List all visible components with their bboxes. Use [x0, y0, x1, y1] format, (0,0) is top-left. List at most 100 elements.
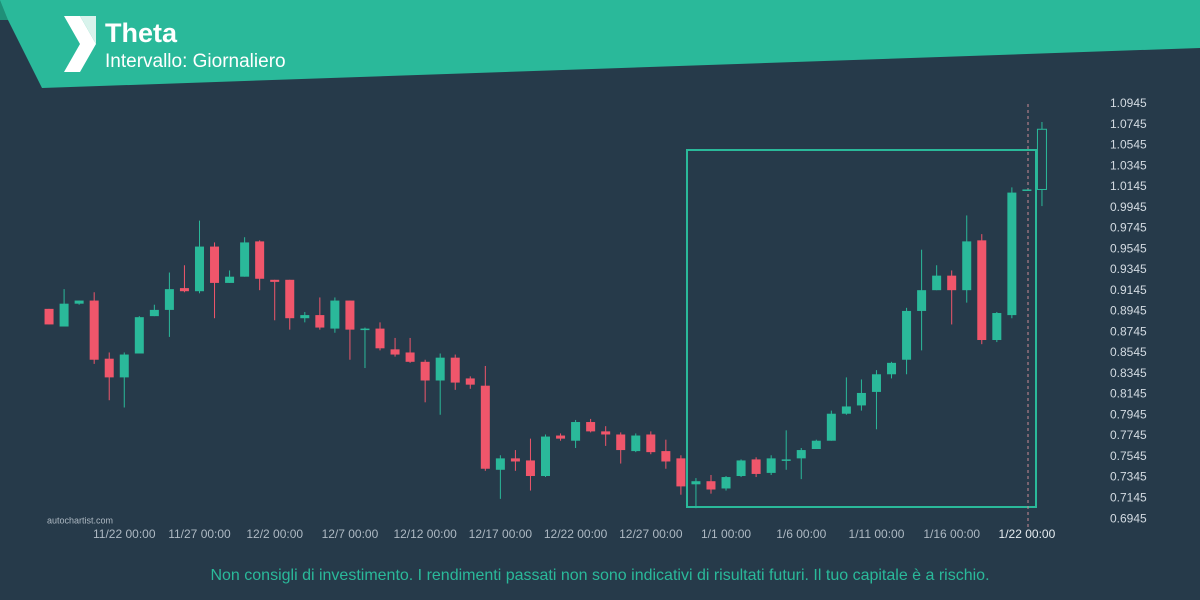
watermark: autochartist.com — [47, 515, 113, 525]
y-tick-label: 0.8345 — [1110, 366, 1147, 380]
candle-body — [330, 300, 340, 329]
candle-body — [571, 422, 581, 441]
candle-body — [74, 300, 84, 304]
x-tick-label: 1/1 00:00 — [701, 527, 751, 541]
y-tick-label: 1.0545 — [1110, 138, 1147, 152]
x-tick-label: 11/22 00:00 — [93, 527, 156, 541]
candle-body — [736, 460, 746, 477]
y-tick-label: 0.9345 — [1110, 262, 1147, 276]
candle-body — [375, 328, 385, 349]
candle-body — [510, 458, 520, 462]
candle-body — [947, 275, 957, 291]
candle-body — [104, 358, 114, 378]
y-tick-label: 0.9745 — [1110, 221, 1147, 235]
candle-body — [300, 315, 310, 319]
candle-body — [345, 300, 355, 330]
candle-body — [1007, 192, 1017, 316]
candle-body — [826, 413, 836, 441]
candle-body — [164, 289, 174, 310]
candle-body — [902, 310, 912, 360]
y-tick-label: 0.9145 — [1110, 283, 1147, 297]
y-tick-label: 1.0345 — [1110, 158, 1147, 172]
candle-body — [149, 309, 159, 317]
x-tick-label: 1/16 00:00 — [923, 527, 980, 541]
x-tick-label: 12/2 00:00 — [246, 527, 303, 541]
title: Theta — [105, 18, 178, 48]
candle-body — [44, 308, 54, 325]
y-tick-label: 0.8145 — [1110, 387, 1147, 401]
x-tick-label: 12/22 00:00 — [544, 527, 608, 541]
x-tick-label: 1/22 00:00 — [999, 527, 1056, 541]
candle-body — [841, 406, 851, 414]
candle-body — [796, 450, 806, 459]
y-tick-label: 0.7345 — [1110, 470, 1147, 484]
candle-body — [887, 362, 897, 375]
x-tick-label: 1/11 00:00 — [849, 527, 905, 541]
pattern-box — [686, 149, 1037, 508]
y-tick-label: 0.8945 — [1110, 304, 1147, 318]
candle-body — [601, 431, 611, 435]
candle-body — [270, 279, 280, 282]
x-tick-label: 12/12 00:00 — [393, 527, 457, 541]
x-tick-label: 12/27 00:00 — [619, 527, 683, 541]
candle-body — [871, 374, 881, 392]
y-tick-label: 1.0145 — [1110, 179, 1147, 193]
candle-body — [495, 458, 505, 470]
candle-body — [556, 435, 566, 439]
candle-body — [631, 435, 641, 452]
candle-body — [390, 349, 400, 355]
y-tick-label: 0.9945 — [1110, 200, 1147, 214]
candle-body — [646, 434, 656, 453]
candle-body — [992, 313, 1002, 341]
candle-body — [811, 440, 821, 450]
candle-body — [194, 246, 204, 292]
y-tick-label: 0.9545 — [1110, 241, 1147, 255]
candle-body — [616, 434, 626, 451]
header-banner — [0, 0, 1200, 88]
y-tick-label: 1.0945 — [1110, 96, 1147, 110]
candle-body — [586, 422, 596, 432]
candle-body — [781, 459, 791, 461]
x-tick-label: 12/17 00:00 — [469, 527, 533, 541]
candle-body — [977, 240, 987, 341]
y-tick-label: 0.6945 — [1110, 511, 1147, 525]
candle-body — [134, 317, 144, 354]
y-tick-label: 0.7145 — [1110, 491, 1147, 505]
candle-body — [405, 352, 415, 362]
candle-body — [721, 477, 731, 489]
y-tick-label: 0.7945 — [1110, 407, 1147, 421]
candle-body — [766, 458, 776, 473]
candle-body — [480, 385, 490, 469]
candle-body — [1022, 189, 1032, 191]
y-tick-label: 0.8745 — [1110, 324, 1147, 338]
y-tick-label: 1.0745 — [1110, 117, 1147, 131]
subtitle: Intervallo: Giornaliero — [105, 51, 286, 72]
candle-body — [435, 357, 445, 381]
candle-body — [450, 357, 460, 383]
x-tick-label: 1/6 00:00 — [776, 527, 826, 541]
candle-body — [255, 241, 265, 279]
candle-body — [285, 279, 295, 319]
candle-body — [691, 481, 701, 485]
candle-body — [751, 459, 761, 474]
candle-body — [420, 361, 430, 381]
y-tick-label: 0.7745 — [1110, 428, 1147, 442]
disclaimer: Non consigli di investimento. I rendimen… — [210, 567, 989, 584]
x-tick-label: 12/7 00:00 — [322, 527, 379, 541]
candle-body — [525, 460, 535, 477]
candle-body — [465, 378, 475, 385]
candle-body — [706, 481, 716, 490]
candle-body — [315, 315, 325, 328]
candle-body — [179, 288, 189, 292]
candle-body — [962, 241, 972, 291]
candle-body — [119, 354, 129, 378]
logo — [64, 16, 96, 72]
x-tick-label: 11/27 00:00 — [168, 527, 231, 541]
candle-body — [1036, 128, 1047, 190]
candle-body — [676, 458, 686, 487]
candle-body — [541, 436, 550, 477]
candle-body — [210, 246, 220, 283]
y-tick-label: 0.7545 — [1110, 449, 1147, 463]
